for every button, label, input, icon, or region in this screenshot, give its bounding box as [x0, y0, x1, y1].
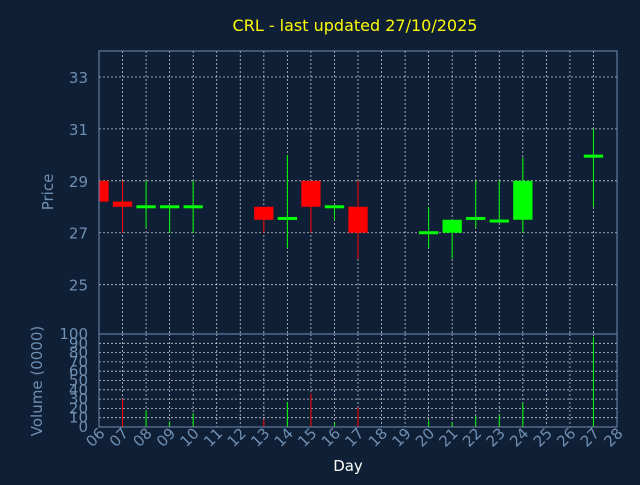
- candle-body: [513, 180, 533, 220]
- candle-body: [489, 219, 509, 223]
- candle-body: [301, 180, 321, 207]
- volume-tick-label: 90: [69, 334, 88, 352]
- x-axis-label: Day: [333, 457, 363, 475]
- volume-tick-label: 0: [78, 418, 88, 436]
- price-tick-label: 33: [69, 69, 88, 87]
- price-axis-label: Price: [39, 174, 57, 211]
- volume-tick-label: 10: [69, 409, 88, 427]
- candle-body: [99, 180, 109, 202]
- volume-panel-frame: [98, 333, 618, 428]
- volume-tick-label: 80: [69, 344, 88, 362]
- volume-tick-label: 100: [59, 325, 88, 343]
- candle-body: [466, 216, 486, 220]
- volume-tick-label: 30: [69, 390, 88, 408]
- marks-layer: [98, 128, 604, 427]
- candle-body: [324, 205, 345, 209]
- chart-title: CRL - last updated 27/10/2025: [233, 16, 478, 35]
- volume-tick-label: 70: [69, 353, 88, 371]
- candle-body: [136, 205, 156, 209]
- candle-body: [277, 216, 298, 220]
- candle-body: [112, 201, 133, 207]
- candle-body: [254, 206, 274, 220]
- candle-body: [418, 231, 439, 235]
- frame-layer: [98, 50, 618, 428]
- price-tick-label: 27: [69, 225, 88, 243]
- candle-body: [442, 219, 462, 233]
- volume-tick-label: 20: [69, 399, 88, 417]
- volume-tick-label: 60: [69, 362, 88, 380]
- price-tick-label: 29: [69, 173, 88, 191]
- candle-body: [583, 154, 604, 158]
- volume-tick-label: 50: [69, 372, 88, 390]
- candle-body: [348, 206, 368, 233]
- volume-axis-label: Volume (0000): [28, 326, 46, 436]
- candle-body: [159, 205, 180, 209]
- candle-body: [183, 205, 203, 209]
- price-tick-label: 31: [69, 121, 88, 139]
- price-tick-label: 25: [69, 277, 88, 295]
- volume-tick-label: 40: [69, 381, 88, 399]
